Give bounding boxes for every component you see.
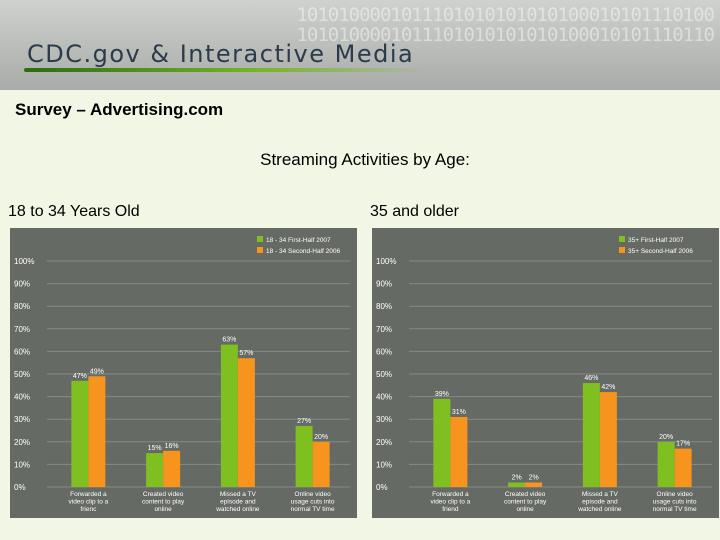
y-tick-label: 20% [14, 438, 30, 447]
bar [163, 450, 181, 487]
bar-value-label: 20% [659, 434, 673, 441]
binary-pattern-line: 1010100001011101010101010100010101110110 [296, 24, 715, 46]
bar-value-label: 20% [314, 434, 328, 441]
bar-value-label: 47% [73, 373, 87, 380]
y-tick-label: 90% [376, 280, 392, 289]
y-tick-label: 40% [14, 393, 30, 402]
y-tick-label: 10% [14, 460, 30, 469]
bar [582, 383, 600, 487]
bar-value-label: 2% [529, 474, 539, 481]
banner-underline [24, 68, 424, 72]
bar-value-label: 57% [239, 350, 253, 357]
y-tick-label: 30% [14, 415, 30, 424]
bar-value-label: 17% [676, 441, 690, 448]
bar-value-label: 42% [601, 384, 615, 391]
y-tick-label: 50% [14, 370, 30, 379]
y-tick-label: 80% [14, 302, 30, 311]
chart-18-34-svg: 0% 10% 20% 30% 40% 50% 60% 70% 80% 90% 100% 18 - 34… [14, 236, 350, 513]
slide-subtitle: Survey – Advertising.com [15, 100, 224, 119]
category-label: Forwarded a video clip to a frienc [69, 491, 109, 513]
bar-value-label: 46% [584, 375, 598, 382]
bar [295, 425, 313, 487]
bar [312, 441, 330, 487]
y-tick-label: 40% [376, 393, 392, 402]
category-label: Created video content to play online [142, 491, 185, 513]
y-tick-label: 70% [14, 325, 30, 334]
legend-label: 18 - 34 Second-Half 2006 [266, 248, 340, 255]
bar-value-label: 27% [297, 418, 311, 425]
right-chart-label: 35 and older [370, 203, 459, 220]
legend-swatch [257, 247, 263, 253]
left-chart-label: 18 to 34 Years Old [8, 203, 140, 220]
slide-heading: Streaming Activities by Age: [260, 150, 470, 169]
binary-pattern-line: 1010100001011101010101010100010101110100 [296, 4, 715, 26]
category-label: Online video usage cuts into normal TV tim… [291, 491, 335, 513]
y-tick-label: 50% [376, 370, 392, 379]
bar-value-label: 31% [452, 409, 466, 416]
legend-swatch [619, 247, 625, 253]
y-tick-label: 0% [376, 483, 388, 492]
legend-label: 18 - 34 First-Half 2007 [266, 237, 331, 244]
y-tick-label: 30% [376, 415, 392, 424]
category-label: Online video usage cuts into normal TV tim… [653, 491, 697, 513]
bar [220, 344, 238, 487]
bar [237, 358, 255, 487]
bar [657, 441, 675, 487]
chart-35-plus-svg: 0% 10% 20% 30% 40% 50% 60% 70% 80% 90% 100% 35+ Fir… [376, 236, 712, 513]
bar [508, 482, 526, 487]
category-label: Created video content to play online [504, 491, 547, 513]
y-tick-label: 90% [14, 280, 30, 289]
bar [71, 380, 89, 487]
y-tick-label: 60% [14, 347, 30, 356]
category-label: Missed a TV episode and watched online [577, 491, 622, 513]
category-label: Forwarded a video clip to a friend [431, 491, 471, 513]
banner-title: CDC.gov & Interactive Media [27, 40, 415, 68]
y-tick-label: 70% [376, 325, 392, 334]
y-tick-label: 20% [376, 438, 392, 447]
bar [674, 448, 692, 487]
y-tick-label: 0% [14, 483, 26, 492]
bar [88, 376, 106, 487]
bar [450, 416, 468, 487]
bar-value-label: 16% [165, 443, 179, 450]
legend-swatch [257, 236, 263, 242]
y-tick-label: 60% [376, 347, 392, 356]
bar [146, 453, 164, 487]
bar [433, 398, 451, 487]
category-label: Missed a TV episode and watched online [215, 491, 260, 513]
y-tick-label: 100% [14, 257, 34, 266]
legend-label: 35+ First-Half 2007 [628, 237, 684, 244]
y-tick-label: 100% [376, 257, 396, 266]
legend-swatch [619, 236, 625, 242]
bar [599, 392, 617, 487]
bar-value-label: 39% [435, 391, 449, 398]
banner: 1010100001011101010101010100010101110100… [0, 0, 720, 90]
bar-value-label: 63% [222, 337, 236, 344]
y-tick-label: 10% [376, 460, 392, 469]
y-tick-label: 80% [376, 302, 392, 311]
chart-35-plus: 0% 10% 20% 30% 40% 50% 60% 70% 80% 90% 100% 35+ Fir… [372, 228, 719, 518]
bar-value-label: 49% [90, 368, 104, 375]
chart-18-34: 0% 10% 20% 30% 40% 50% 60% 70% 80% 90% 100% 18 - 34… [10, 228, 357, 518]
bar [525, 482, 543, 487]
bar-value-label: 2% [512, 474, 522, 481]
bar-value-label: 15% [148, 445, 162, 452]
legend-label: 35+ Second-Half 2006 [628, 248, 693, 255]
